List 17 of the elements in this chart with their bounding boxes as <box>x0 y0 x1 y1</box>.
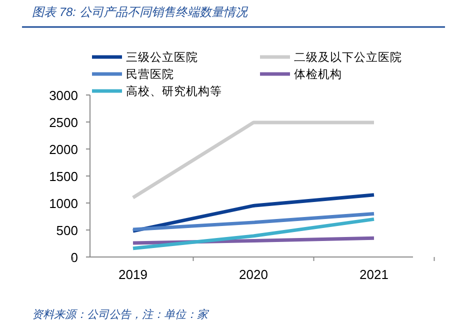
text: 资料来源：公司公告，注：单位：家 <box>32 308 210 321</box>
x-tick-label: 2021 <box>360 267 388 282</box>
legend-label: 体检机构 <box>294 68 342 81</box>
y-tick-label: 1000 <box>49 196 78 211</box>
chart-title: 图表 78: 公司产品不同销售终端数量情况 <box>32 5 248 19</box>
y-tick-label: 3000 <box>49 88 78 103</box>
legend-label: 民营医院 <box>126 67 174 81</box>
y-tick-label: 2500 <box>49 115 78 130</box>
y-tick-label: 500 <box>56 223 78 238</box>
x-tick-label: 2020 <box>239 267 268 282</box>
legend-label: 三级公立医院 <box>126 50 198 64</box>
x-tick-label: 2019 <box>118 267 148 282</box>
y-tick-label: 1500 <box>49 169 78 184</box>
legend-label: 高校、研究机构等 <box>126 84 222 98</box>
y-tick-label: 0 <box>70 250 78 265</box>
legend-label: 二级及以下公立医院 <box>294 50 402 64</box>
y-tick-label: 2000 <box>49 142 78 157</box>
